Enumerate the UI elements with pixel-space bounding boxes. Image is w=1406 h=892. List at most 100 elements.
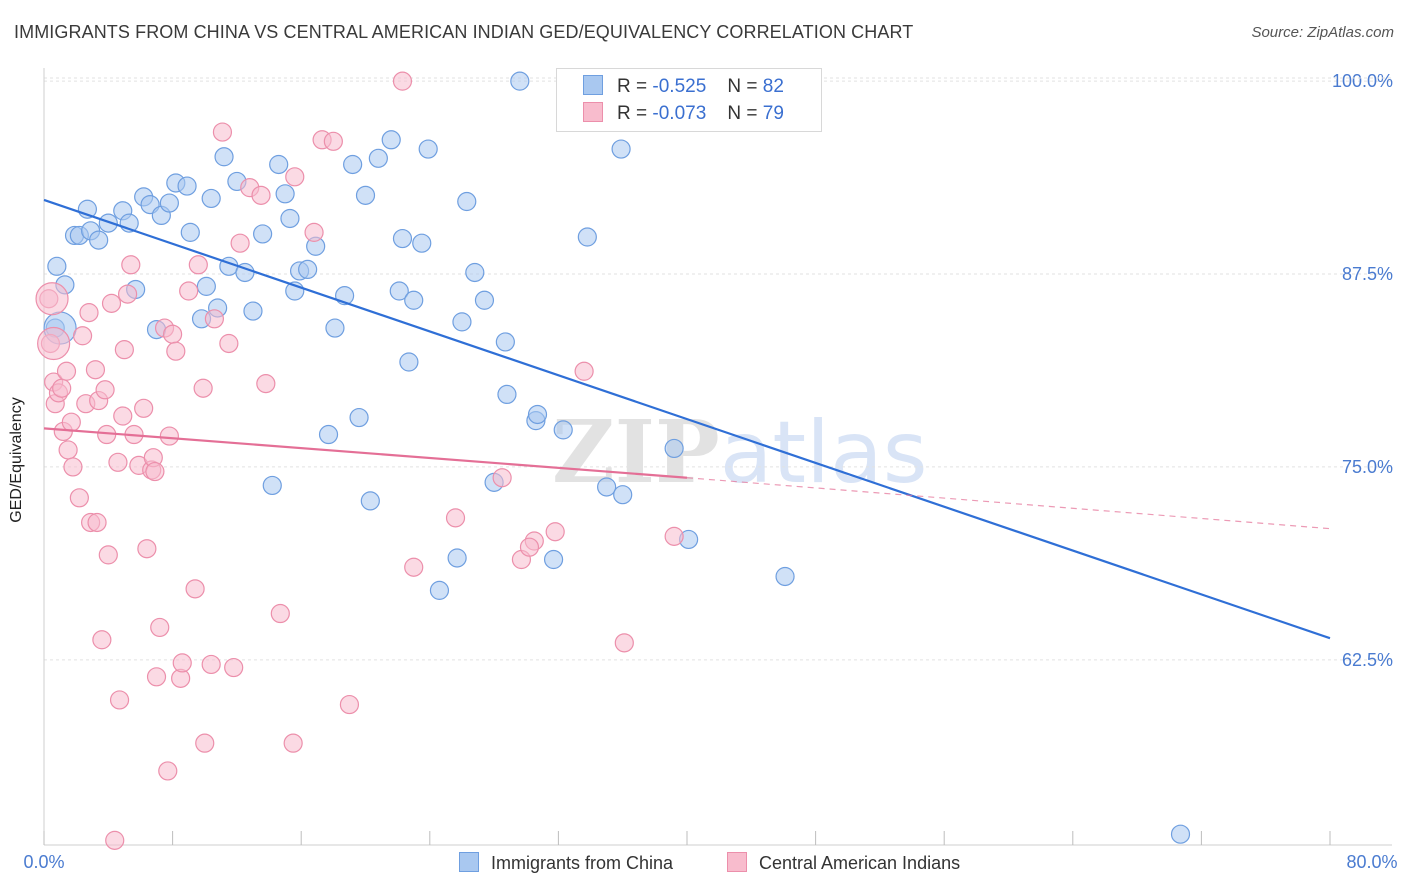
point-cai	[545, 522, 565, 542]
point-china	[262, 475, 282, 496]
point-cai	[304, 222, 324, 242]
point-china	[775, 566, 795, 587]
point-cai	[172, 653, 192, 673]
point-cai	[219, 333, 239, 354]
point-china	[452, 312, 472, 332]
legend-row-cai: R = -0.073 N = 79	[583, 102, 784, 128]
point-cai	[193, 378, 213, 398]
point-cai	[121, 255, 141, 275]
point-cai	[69, 488, 89, 508]
point-china	[275, 184, 295, 204]
point-cai	[285, 167, 305, 187]
legend-n-label: N =	[727, 103, 758, 124]
point-cai	[519, 537, 540, 557]
point-china	[412, 233, 432, 253]
point-cai	[179, 281, 199, 301]
point-cai	[201, 654, 221, 675]
point-cai	[137, 539, 157, 559]
point-china	[597, 477, 617, 497]
point-china	[457, 191, 477, 212]
point-large-cai	[35, 282, 69, 316]
point-cai	[614, 633, 634, 653]
point-cai	[251, 185, 271, 205]
point-china	[381, 130, 401, 150]
point-cai	[72, 326, 93, 346]
legend-swatch-china	[583, 75, 603, 95]
point-cai	[150, 617, 170, 638]
point-china	[465, 262, 485, 283]
trend-line-cai	[43, 427, 688, 479]
y-tick-label: 62.5%	[1342, 650, 1393, 670]
x-tick-label-min: 0.0%	[23, 852, 64, 872]
point-cai	[63, 457, 83, 477]
point-cai	[114, 340, 134, 360]
point-china	[201, 188, 221, 209]
point-cai	[92, 630, 112, 650]
point-china	[474, 290, 495, 310]
point-cai	[664, 526, 684, 546]
legend-r-label: R =	[617, 103, 648, 124]
point-cai	[270, 603, 290, 624]
point-china	[253, 224, 273, 244]
bottom-legend-label-china: Immigrants from China	[491, 853, 674, 873]
bottom-legend-label-cai: Central American Indians	[759, 853, 961, 873]
point-cai	[95, 380, 115, 400]
point-cai	[574, 361, 594, 381]
point-china	[280, 208, 300, 229]
y-tick-label: 100.0%	[1332, 71, 1393, 91]
point-cai	[256, 374, 276, 394]
point-cai	[108, 452, 128, 472]
point-cai	[146, 667, 167, 687]
legend-swatch-cai	[583, 102, 603, 122]
point-china	[269, 154, 289, 175]
point-china	[180, 222, 200, 242]
chart-source: Source: ZipAtlas.com	[1251, 24, 1394, 41]
point-cai	[98, 545, 118, 565]
y-tick-label: 75.0%	[1342, 457, 1393, 477]
point-cai	[392, 71, 413, 91]
point-china	[159, 193, 179, 213]
point-china	[447, 548, 467, 568]
x-tick-label-max: 80.0%	[1346, 852, 1397, 872]
point-china	[613, 485, 633, 505]
point-china	[527, 404, 548, 425]
point-cai	[195, 733, 215, 753]
point-cai	[212, 122, 233, 142]
chart-title: IMMIGRANTS FROM CHINA VS CENTRAL AMERICA…	[14, 22, 914, 42]
point-china	[318, 424, 339, 445]
point-cai	[109, 690, 130, 710]
y-tick-label: 87.5%	[1342, 264, 1393, 284]
point-china	[399, 352, 419, 372]
legend-n-value-cai: 79	[762, 103, 784, 124]
legend-row-china: R = -0.525 N = 82	[583, 75, 784, 101]
point-china	[214, 147, 234, 167]
point-cai	[52, 378, 72, 398]
point-china	[349, 407, 369, 428]
point-cai	[79, 303, 99, 323]
point-cai	[204, 309, 224, 329]
point-cai	[230, 233, 250, 253]
point-china	[389, 281, 409, 301]
point-cai	[145, 461, 165, 482]
point-cai	[56, 361, 77, 381]
trend-line-dashed-cai	[686, 477, 1331, 530]
point-china	[298, 259, 318, 280]
point-china	[98, 213, 118, 233]
point-china	[510, 71, 530, 91]
point-cai	[166, 341, 186, 361]
point-china	[543, 549, 564, 570]
point-china	[325, 318, 345, 338]
point-china	[611, 139, 631, 159]
point-cai	[61, 412, 81, 432]
point-cai	[158, 761, 178, 781]
legend-r-value-cai: -0.073	[652, 103, 707, 124]
legend-r-label: R =	[617, 76, 648, 97]
point-china	[196, 276, 216, 296]
point-china	[243, 301, 263, 321]
point-large-cai	[37, 326, 71, 361]
point-china	[355, 185, 376, 205]
point-cai	[404, 557, 424, 577]
bottom-legend-swatch-cai	[727, 852, 747, 872]
point-cai	[159, 426, 179, 446]
